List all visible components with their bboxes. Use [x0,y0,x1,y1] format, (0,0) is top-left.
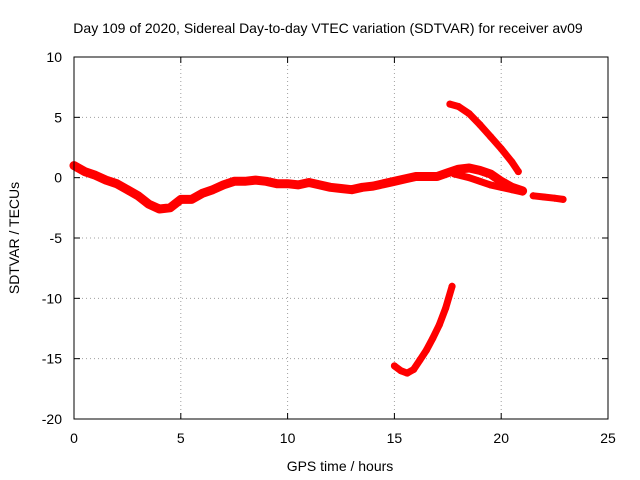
point-main-band-29 [380,180,388,188]
point-main-band-9 [166,204,174,212]
point-main-band-33 [422,173,430,180]
x-tick-label-1: 5 [177,430,185,446]
point-main-band-35 [444,169,452,177]
point-right-tail-2 [551,194,559,202]
y-axis-label: SDTVAR / TECUs [6,182,22,294]
series-layer [69,100,567,377]
y-tick-label-5: 5 [54,109,62,125]
point-right-tail-1 [540,193,548,201]
x-tick-label-5: 25 [600,430,616,446]
point-main-band-34 [433,173,441,180]
point-main-band-31 [401,175,409,183]
point-rising-arc-1 [397,367,405,375]
point-main-band-20 [284,180,292,188]
x-axis-label: GPS time / hours [287,458,394,474]
point-rising-arc-7 [435,321,443,329]
point-main-band-37 [465,164,473,172]
point-main-band-4 [113,180,121,188]
point-rising-arc-8 [442,304,450,312]
point-main-band-8 [155,205,163,213]
point-main-band-15 [230,177,238,185]
point-descending-arc-4 [487,133,494,141]
x-tick-label-3: 15 [387,430,403,446]
point-main-band-36 [455,165,462,173]
point-descending-arc-3 [476,121,484,129]
point-main-band-14 [220,181,227,189]
point-lower-branch-1 [465,174,473,182]
x-tick-label-0: 0 [70,430,78,446]
point-main-band-22 [305,179,313,186]
point-descending-arc-2 [465,110,473,118]
point-main-band-40 [497,177,505,185]
point-main-band-7 [145,200,153,208]
point-main-band-21 [294,181,302,189]
point-lower-branch-4 [497,183,505,191]
y-tick-label-6: 10 [46,49,62,65]
tick-marks [73,56,609,420]
tick-labels: 0 5 10 15 20 25 -20 -15 -10 -5 0 5 10 [42,49,616,446]
point-main-band-12 [198,189,206,197]
point-lower-branch-3 [487,181,494,189]
series-right-tail [529,192,567,203]
point-lower-branch-2 [476,177,484,185]
x-tick-label-4: 20 [493,430,509,446]
x-tick-label-2: 10 [280,430,296,446]
point-main-band-25 [337,185,345,192]
y-tick-label-3: -5 [50,230,63,246]
chart-title: Day 109 of 2020, Sidereal Day-to-day VTE… [73,20,583,36]
point-main-band-24 [326,183,334,191]
point-descending-arc-1 [455,103,462,110]
point-main-band-26 [348,186,356,194]
point-right-tail-0 [529,192,537,200]
point-rising-arc-9 [448,282,456,290]
point-descending-arc-0 [446,100,454,108]
point-main-band-17 [252,176,260,184]
point-descending-arc-6 [508,158,516,166]
grid-lines [74,57,608,419]
point-rising-arc-2 [403,369,411,377]
y-tick-label-1: -15 [42,351,62,367]
y-tick-label-2: -10 [42,290,62,306]
point-rising-arc-4 [416,356,424,364]
point-right-tail-3 [559,195,567,203]
point-main-band-16 [241,177,249,185]
point-main-band-18 [262,177,270,185]
point-descending-arc-5 [497,145,505,153]
point-main-band-3 [102,176,110,184]
point-main-band-2 [91,171,99,179]
point-rising-arc-3 [410,366,418,373]
point-lower-branch-0 [450,170,458,178]
y-tick-label-0: -20 [42,411,62,427]
point-rising-arc-0 [390,362,398,370]
point-main-band-10 [177,195,185,203]
point-main-band-30 [390,177,398,185]
point-descending-arc-7 [514,168,522,176]
point-lower-branch-6 [519,188,527,196]
point-main-band-11 [188,195,195,203]
point-main-band-27 [358,183,366,191]
point-main-band-13 [209,186,217,194]
series-descending-arc [446,100,522,176]
point-lower-branch-5 [508,186,516,194]
point-rising-arc-6 [429,334,437,342]
point-main-band-38 [476,166,484,174]
point-main-band-28 [369,182,377,190]
y-tick-label-4: 0 [54,170,62,186]
point-main-band-5 [123,186,131,194]
point-main-band-39 [487,170,494,178]
point-main-band-32 [412,173,420,180]
point-rising-arc-5 [422,346,430,354]
point-main-band-1 [81,168,89,176]
point-main-band-23 [316,181,324,189]
point-main-band-19 [273,180,281,188]
point-main-band-6 [134,192,142,200]
